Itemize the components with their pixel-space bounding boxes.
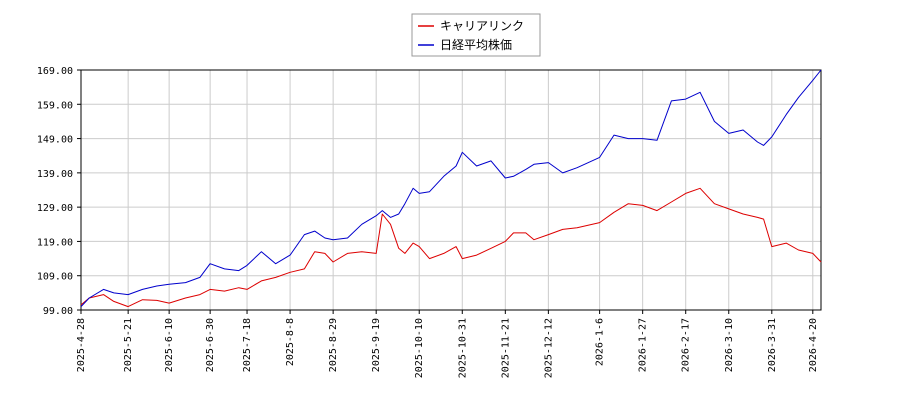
x-tick-label: 2025-8-8	[285, 318, 296, 366]
y-tick-label: 109.00	[37, 272, 73, 283]
plot-frame	[80, 69, 822, 311]
series-line-2	[80, 69, 822, 307]
y-tick-label: 139.00	[37, 169, 73, 180]
x-tick-label: 2025-10-10	[414, 318, 425, 378]
legend-label-1: キャリアリンク	[440, 19, 524, 33]
x-tick-label: 2025-7-18	[242, 318, 253, 372]
x-tick-label: 2026-2-17	[681, 318, 692, 372]
x-tick-label: 2026-1-6	[595, 318, 606, 366]
y-tick-label: 159.00	[37, 100, 73, 111]
x-tick-label: 2025-10-31	[457, 318, 468, 378]
x-tick-label: 2025-8-29	[328, 318, 339, 372]
x-tick-label: 2025-6-30	[205, 318, 216, 372]
x-tick-label: 2026-4-20	[808, 318, 819, 372]
y-tick-label: 149.00	[37, 135, 73, 146]
y-tick-label: 119.00	[37, 237, 73, 248]
grid-lines	[80, 69, 821, 311]
x-tick-label: 2025-9-19	[371, 318, 382, 372]
x-tick-label: 2026-1-27	[638, 318, 649, 372]
legend-box	[411, 13, 541, 57]
series-line-1	[80, 187, 822, 308]
x-tick-label: 2025-5-21	[123, 318, 134, 372]
x-tick-label: 2026-3-31	[767, 318, 778, 372]
x-tick-label: 2025-6-10	[164, 318, 175, 372]
legend-label-2: 日経平均株価	[440, 37, 512, 52]
x-axis-ticks: 2025-4-28 2025-5-21 2025-6-10 2025-6-30 2025…	[76, 310, 819, 378]
y-tick-label: 129.00	[37, 203, 73, 214]
x-tick-label: 2025-12-12	[543, 318, 554, 378]
y-tick-label: 169.00	[37, 66, 73, 77]
y-axis-ticks: 99.00 109.00 119.00 129.00 139.00 149.00 159.0…	[37, 66, 81, 317]
series-layer	[80, 69, 822, 308]
x-tick-label: 2025-4-28	[76, 318, 87, 372]
x-tick-label: 2025-11-21	[500, 318, 511, 378]
y-tick-label: 99.00	[43, 306, 73, 317]
x-tick-label: 2026-3-10	[724, 318, 735, 372]
